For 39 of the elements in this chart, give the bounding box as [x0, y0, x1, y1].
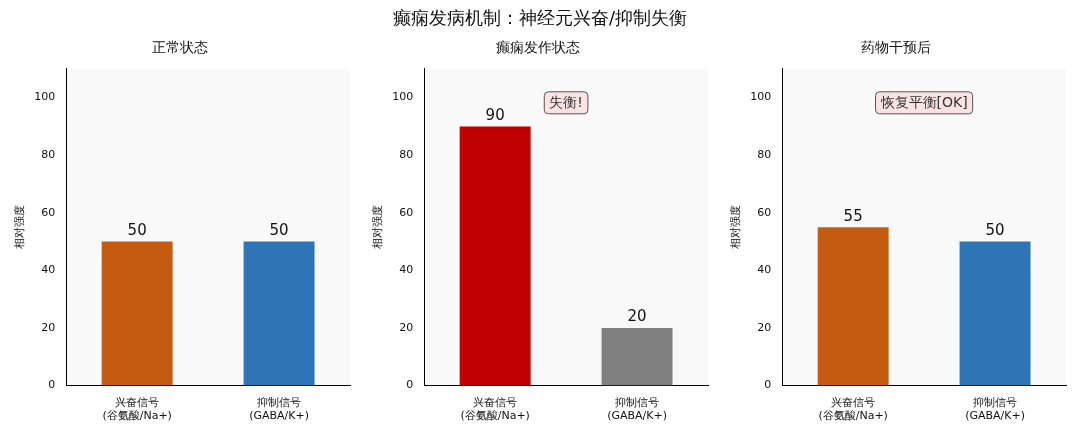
data-label: 50 [127, 220, 147, 239]
annotation: 恢复平衡[OK] [879, 94, 968, 111]
y-tick-label: 80 [757, 148, 772, 162]
y-tick-label: 60 [399, 205, 414, 219]
x-tick-label: 抑制信号 (GABA/K+) [965, 396, 1025, 423]
data-label: 20 [627, 307, 647, 326]
y-tick-label: 0 [406, 378, 414, 392]
y-tick-label: 80 [41, 148, 56, 162]
y-axis-title: 相对强度 [13, 205, 27, 250]
y-tick-label: 0 [48, 378, 56, 392]
y-axis-title: 相对强度 [371, 205, 385, 250]
y-tick-label: 40 [41, 263, 56, 277]
text: 癫痫发病机制：神经元兴奋/抑制失衡 [391, 6, 689, 30]
y-tick-label: 100 [392, 90, 414, 104]
annotation: 失衡! [549, 94, 583, 111]
x-tick-label: 兴奋信号 (谷氨酸/Na+) [460, 396, 530, 423]
y-tick-label: 100 [750, 90, 772, 104]
data-label: 55 [843, 206, 863, 225]
chart-title: 癫痫发作状态 [496, 39, 580, 56]
data-label: 50 [269, 220, 289, 239]
data-label: 90 [485, 105, 505, 124]
x-tick-label: 抑制信号 (GABA/K+) [607, 396, 667, 423]
y-tick-label: 20 [757, 320, 772, 334]
y-tick-label: 60 [757, 205, 772, 219]
data-label: 50 [985, 220, 1005, 239]
chart-title: 药物干预后 [861, 39, 931, 56]
y-tick-label: 0 [764, 378, 772, 392]
y-axis-title: 相对强度 [729, 205, 743, 250]
y-tick-label: 100 [34, 90, 56, 104]
y-tick-label: 20 [41, 320, 56, 334]
y-tick-label: 80 [399, 148, 414, 162]
x-tick-label: 兴奋信号 (谷氨酸/Na+) [102, 396, 172, 423]
y-tick-label: 20 [399, 320, 414, 334]
x-tick-label: 抑制信号 (GABA/K+) [249, 396, 309, 423]
y-tick-label: 40 [757, 263, 772, 277]
y-tick-label: 60 [41, 205, 56, 219]
y-tick-label: 40 [399, 263, 414, 277]
chart-title: 正常状态 [152, 39, 208, 56]
x-tick-label: 兴奋信号 (谷氨酸/Na+) [818, 396, 888, 423]
